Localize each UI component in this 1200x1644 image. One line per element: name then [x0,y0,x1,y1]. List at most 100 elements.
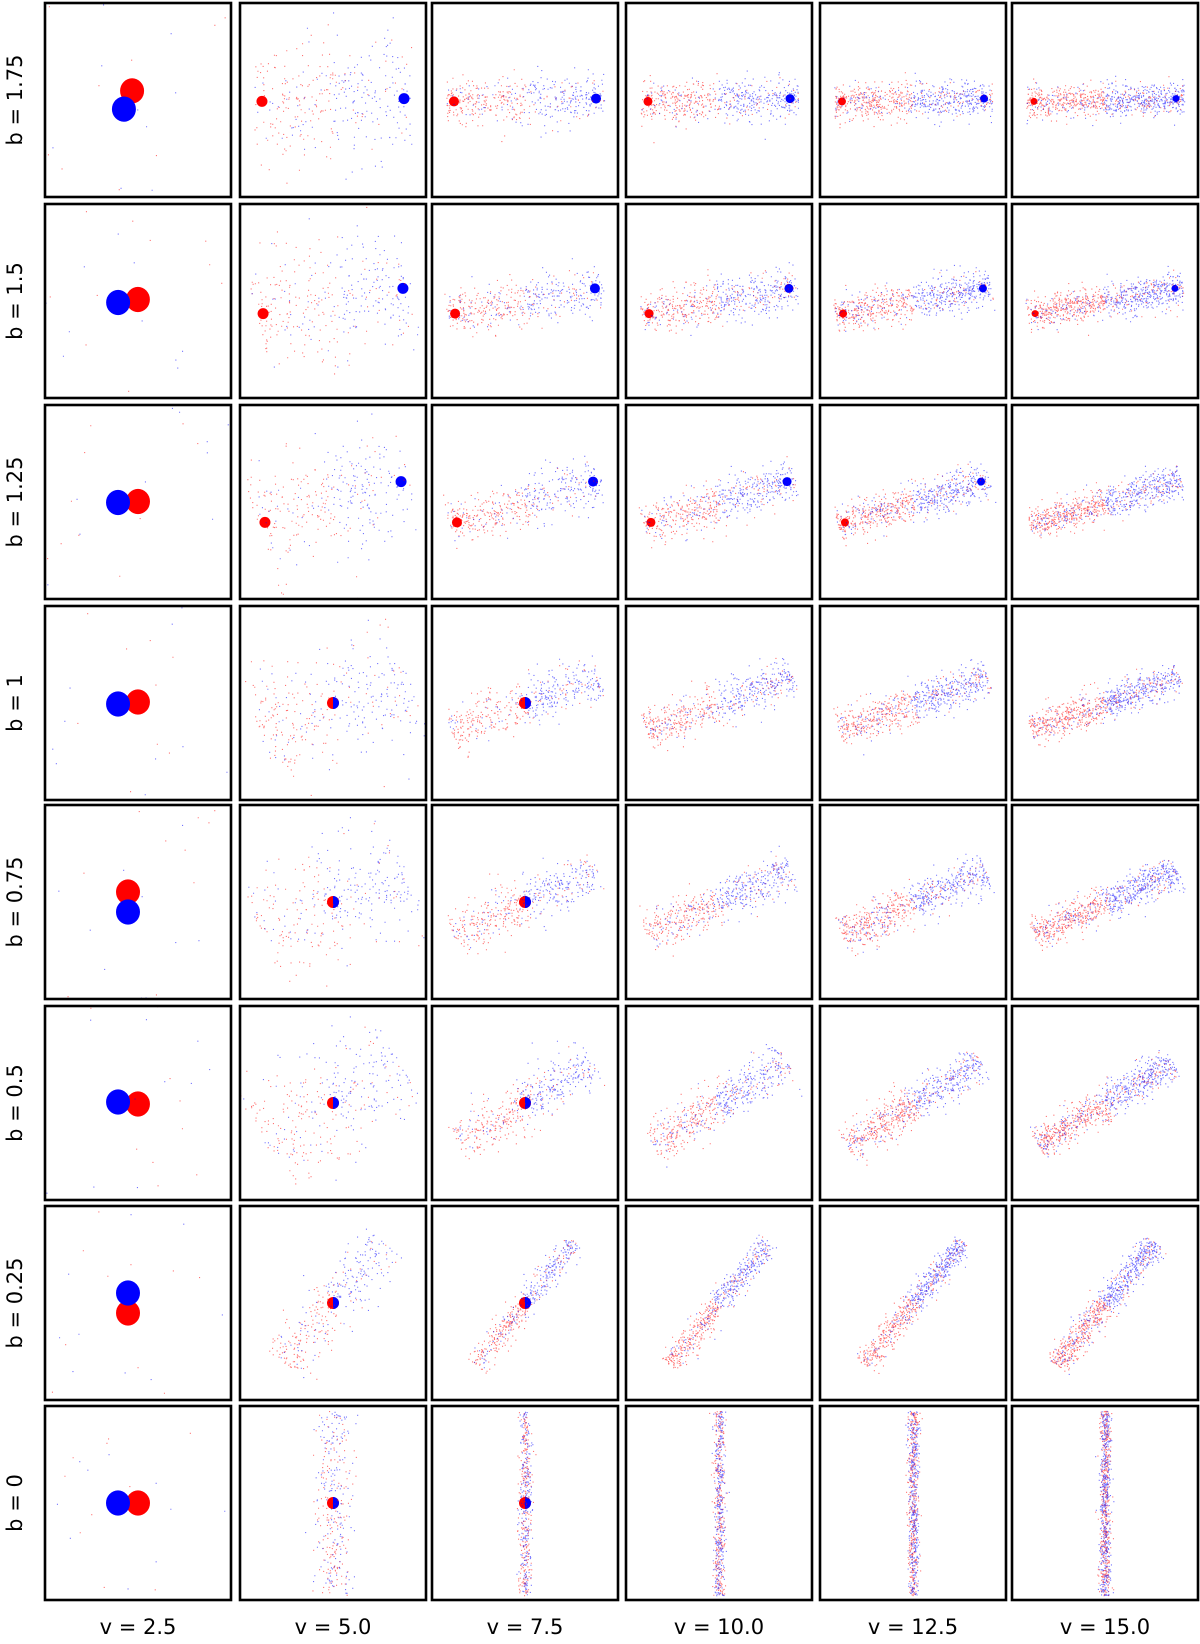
red-core [1031,310,1039,318]
red-particles [250,206,413,375]
blue-particles [838,853,995,953]
panel-frame [818,803,1008,1001]
blue-particles [52,4,177,191]
red-particles [905,1411,923,1597]
panel-b1.5-v10 [624,202,814,400]
red-particles [67,810,216,998]
blue-core [106,489,131,516]
blue-particles [641,70,799,140]
panel-b1-v10 [624,604,814,802]
panel-frame [624,1,814,199]
red-particles [638,456,796,549]
panel-frame [818,202,1008,400]
blue-core [106,289,131,316]
panel-frame [1010,1,1200,199]
red-core [259,516,271,528]
panel-frame [818,1004,1008,1202]
red-particles [838,1051,982,1166]
blue-particles [711,1411,730,1597]
blue-core [333,697,339,709]
red-particles [833,668,992,745]
red-core [116,879,141,905]
panel-frame [238,1,428,199]
blue-core [111,96,136,122]
panel-frame [430,604,620,802]
row-label-layer: b = 1.75 b = 1.5 b = 1.25 b = 1 b = 0.75 b = … [3,54,27,1531]
red-particles [641,657,798,752]
blue-particles [641,460,799,542]
blue-core [977,477,986,486]
panel-frame [1010,1404,1200,1602]
red-particles [269,1241,397,1380]
red-core [116,1300,141,1326]
red-particles [240,1026,413,1185]
blue-core [397,282,409,294]
red-particles [1029,860,1177,951]
panel-b0.5-v10 [624,1004,814,1202]
panel-frame [1010,403,1200,601]
column-label: v = 7.5 [487,1615,564,1639]
blue-particles [834,72,993,127]
blue-particles [1050,1237,1164,1375]
red-particles [639,855,795,957]
panel-frame [238,604,428,802]
blue-particles [56,1454,226,1590]
panel-frame [624,803,814,1001]
panel-b1.5-v5 [238,202,428,400]
blue-core [106,691,131,717]
blue-particles [905,1410,922,1596]
panel-frame [818,1,1008,199]
panel-frame [430,202,620,400]
blue-particles [251,218,419,368]
panel-b0.75-v15 [1010,803,1200,1001]
blue-particles [474,1240,581,1369]
row-label: b = 0.75 [3,856,27,947]
red-core [451,517,462,528]
red-particles [443,461,598,549]
panel-frame [430,1,620,199]
blue-particles [1095,1410,1115,1596]
panel-frame [818,604,1008,802]
red-particles [834,72,994,129]
panel-b0-v2.5 [43,1404,233,1602]
blue-core [978,284,987,293]
panel-frame [818,1404,1008,1602]
panel-b0.5-v7.5 [430,1004,620,1202]
blue-core [782,477,792,487]
panel-b0.25-v5 [238,1204,428,1402]
panel-b0.5-v2.5 [43,1004,233,1202]
blue-particles [842,1052,990,1161]
red-core [256,95,268,107]
panel-b1.75-v15 [1010,1,1200,199]
blue-core [333,896,339,908]
blue-particles [454,1040,601,1149]
panel-b0.25-v2.5 [43,1204,233,1402]
panel-b0.75-v5 [238,803,428,1001]
panel-b1.25-v5 [238,403,428,601]
blue-core [398,93,410,105]
panel-frame [1010,1004,1200,1202]
panel-frame [238,1204,428,1402]
panel-frame [818,1204,1008,1402]
panel-b1.75-v12.5 [818,1,1008,199]
red-core [125,286,150,313]
panel-frame [624,604,814,802]
red-particles [1095,1410,1115,1597]
blue-particles [649,845,798,947]
panel-frame [430,1404,620,1602]
blue-particles [1031,465,1184,536]
blue-core [525,1297,531,1309]
panel-b0.75-v2.5 [43,803,233,1001]
panel-frame [43,803,233,1001]
blue-core [333,1297,339,1309]
red-core [837,97,846,106]
blue-core [106,1490,130,1516]
blue-core [588,476,599,487]
red-particles [640,73,799,144]
red-particles [77,613,231,793]
row-label: b = 0 [3,1474,27,1532]
blue-particles [670,1234,777,1364]
panel-frame [238,803,428,1001]
panel-b1.25-v7.5 [430,403,620,601]
